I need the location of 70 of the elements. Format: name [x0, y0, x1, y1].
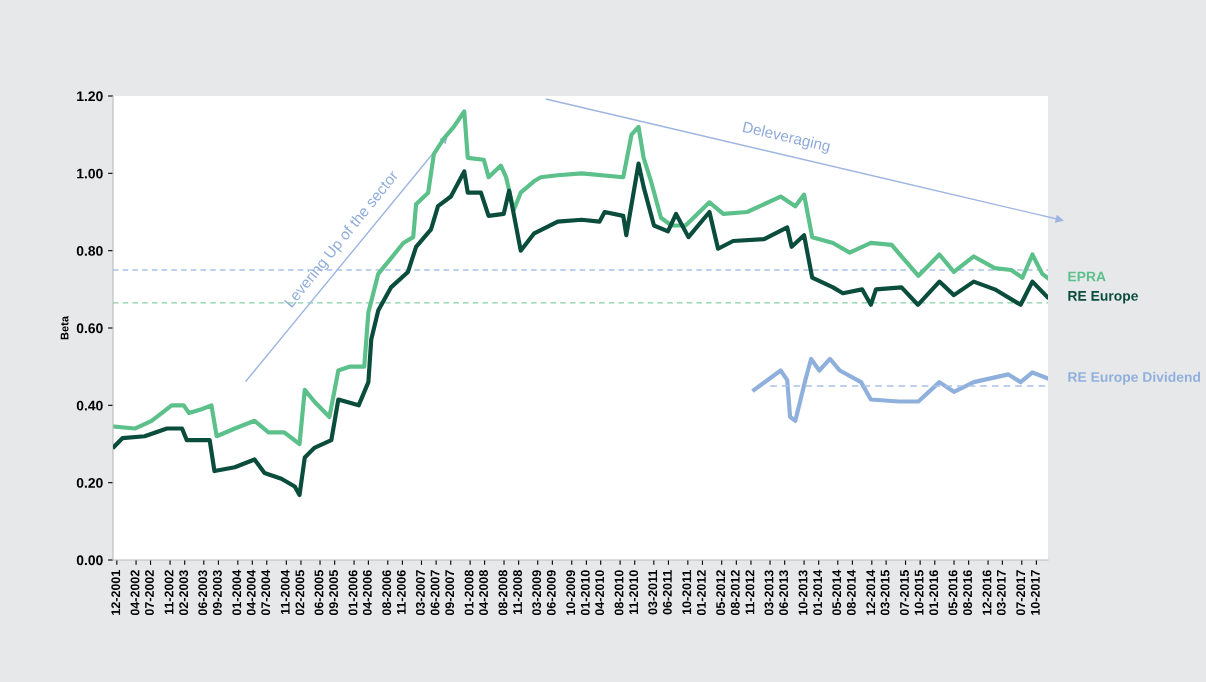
x-tick-label: 08-2014	[846, 569, 856, 616]
x-tick-label: 04-2008	[479, 570, 488, 616]
x-tick-label: 03-2017	[996, 570, 1006, 616]
x-tick-label: 10-2009	[566, 570, 576, 615]
x-tick-label: 03-2007	[415, 570, 425, 616]
x-tick-label: 12-2001	[111, 570, 121, 615]
x-tick-label: 09-2003	[212, 570, 222, 616]
x-tick-label: 05-2012	[716, 570, 726, 616]
x-tick-label: 05-2014	[832, 569, 842, 616]
x-tick-label: 01-2016	[929, 570, 939, 616]
x-tick-label: 11-2012	[745, 570, 755, 615]
x-tick-label: 03-2011	[648, 570, 658, 615]
y-tick-label: 1.00	[77, 168, 103, 179]
x-tick-label: 09-2005	[329, 570, 339, 616]
x-tick-label: 11-2008	[513, 570, 522, 615]
y-tick-label: 0.60	[76, 323, 103, 334]
x-tick-label: 04-2004	[246, 569, 256, 616]
y-axis-title: Beta	[60, 315, 69, 340]
x-tick-label: 03-2015	[880, 570, 890, 616]
x-tick-label: 07-2004	[261, 569, 271, 616]
x-tick-label: 01-2010	[580, 570, 590, 616]
x-tick-label: 10-2011	[682, 570, 692, 615]
x-tick-label: 01-2008	[464, 570, 474, 616]
x-tick-label: 08-2016	[963, 570, 973, 616]
x-tick-label: 01-2004	[232, 569, 242, 616]
x-tick-label: 01-2012	[696, 570, 706, 616]
y-tick-label: 0.00	[76, 555, 103, 566]
line-series	[113, 109, 1048, 447]
x-tick-label: 03-2009	[532, 570, 542, 616]
x-tick-label: 01-2014	[813, 569, 823, 616]
x-tick-label: 11-2004	[280, 569, 290, 615]
x-tick-label: 11-2002	[164, 570, 174, 615]
series-label: RE Europe Dividend	[1068, 371, 1201, 385]
x-tick-label: 08-2012	[730, 570, 740, 616]
y-tick-label: 0.20	[76, 478, 103, 488]
y-tick-label: 1.20	[77, 91, 103, 102]
x-tick-label: 03-2013	[764, 570, 774, 616]
y-tick-label: 0.80	[76, 246, 103, 256]
x-tick-label: 04-2006	[362, 570, 372, 616]
x-tick-label: 08-2006	[382, 570, 392, 616]
x-tick-label: 10-2015	[914, 570, 924, 615]
x-tick-label: 10-2013	[798, 570, 808, 615]
series-label: EPRA	[1068, 271, 1106, 282]
x-tick-label: 07-2017	[1016, 570, 1026, 616]
x-tick-label: 01-2006	[348, 570, 358, 616]
x-tick-label: 06-2007	[430, 570, 440, 616]
x-tick-label: 12-2014	[866, 569, 876, 615]
series-label: RE Europe	[1068, 291, 1138, 304]
x-tick-label: 07-2002	[145, 570, 154, 616]
x-tick-label: 09-2007	[445, 570, 455, 616]
x-tick-label: 08-2008	[498, 570, 508, 616]
x-tick-label: 05-2016	[948, 570, 958, 616]
x-tick-label: 02-2003	[179, 570, 189, 616]
x-tick-label: 10-2017	[1030, 570, 1040, 615]
x-tick-label: 06-2005	[314, 570, 324, 616]
x-tick-label: 06-2013	[779, 570, 789, 616]
x-tick-label: 08-2010	[614, 570, 624, 616]
x-tick-label: 06-2003	[198, 570, 208, 616]
x-tick-label: 02-2005	[295, 570, 305, 616]
line-series	[752, 356, 1048, 423]
x-tick-label: 06-2011	[662, 570, 672, 615]
y-tick-label: 0.40	[76, 400, 103, 411]
x-tick-label: 04-2010	[595, 570, 605, 616]
line-series	[113, 161, 1048, 498]
x-tick-label: 11-2006	[396, 570, 406, 615]
x-tick-label: 12-2016	[982, 570, 992, 615]
x-tick-label: 04-2002	[130, 570, 140, 616]
x-tick-label: 11-2010	[629, 570, 639, 615]
x-tick-label: 07-2015	[900, 570, 909, 616]
x-tick-label: 06-2009	[546, 570, 556, 616]
